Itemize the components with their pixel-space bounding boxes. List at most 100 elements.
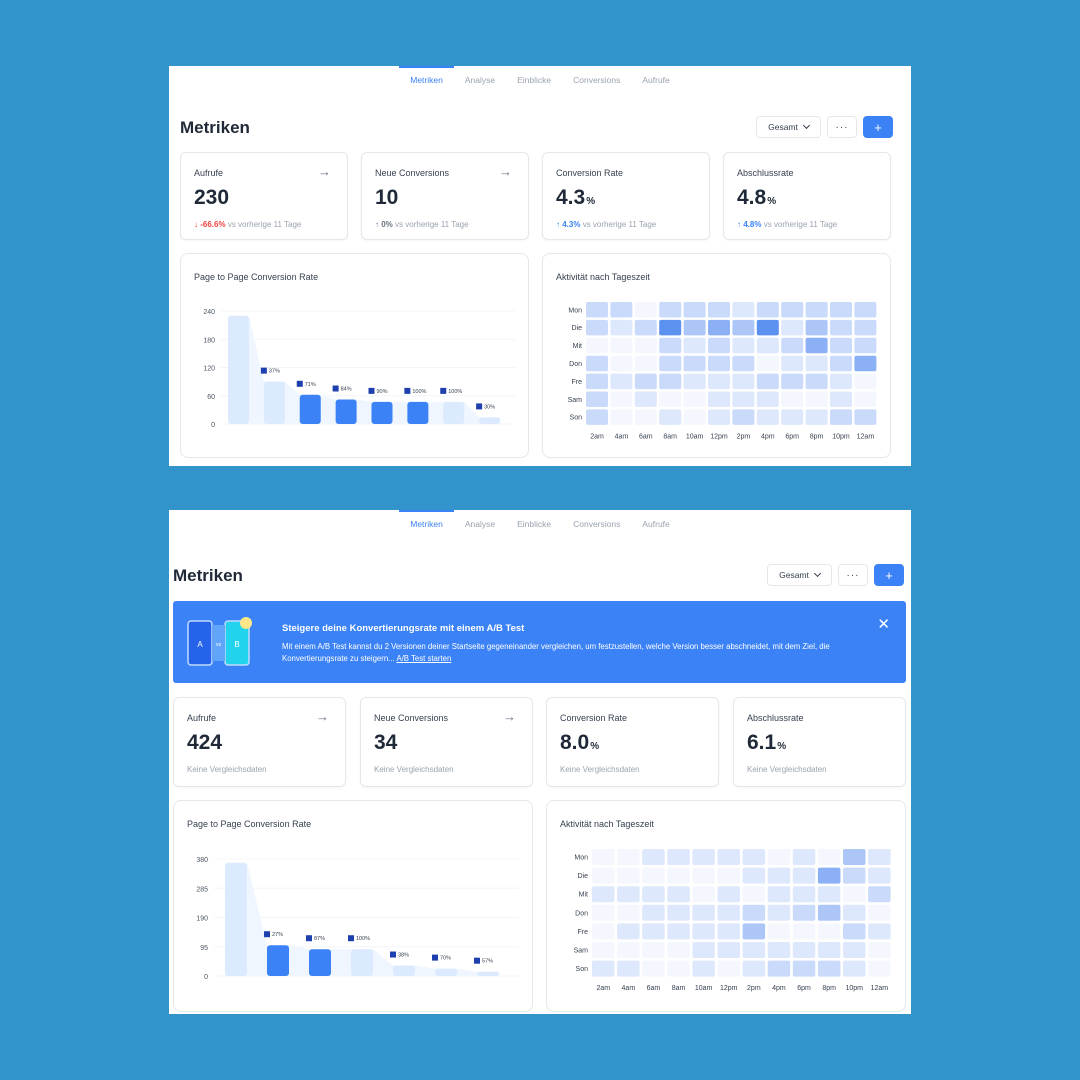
close-icon[interactable]: ✕: [877, 616, 890, 633]
bar-chart: 0 60 120 180 240 37% 71% 84% 90% 100% 100% 30%: [203, 309, 515, 429]
period-select[interactable]: Gesamt: [756, 116, 821, 138]
tab-bar: Metriken Analyse Einblicke Conversions A…: [169, 510, 911, 538]
heatmap-cell: [634, 302, 657, 318]
heatmap-cell: [767, 849, 791, 865]
metric-value: 230: [194, 186, 230, 209]
arrow-right-icon[interactable]: →: [316, 709, 329, 724]
heatmap-cell: [830, 409, 852, 425]
col-label: 12pm: [710, 433, 728, 440]
tab-conversions[interactable]: Conversions: [573, 75, 621, 85]
tab-einblicke[interactable]: Einblicke: [517, 519, 552, 529]
heatmap-cell: [805, 302, 828, 318]
conversion-badge-icon: [348, 935, 354, 942]
heatmap-cell: [792, 849, 816, 865]
arrow-right-icon[interactable]: →: [499, 164, 512, 179]
metric-value: 6.1%: [747, 731, 787, 754]
col-label: 4am: [622, 985, 636, 992]
add-button[interactable]: +: [874, 564, 904, 586]
col-label: 6am: [639, 433, 653, 440]
tab-aufrufe[interactable]: Aufrufe: [642, 519, 670, 529]
bar: [371, 401, 393, 424]
heatmap-cell: [854, 337, 877, 354]
tab-analyse[interactable]: Analyse: [464, 75, 496, 85]
tab-conversions[interactable]: Conversions: [573, 519, 621, 529]
heatmap-cell: [642, 960, 665, 977]
metric-card-aufrufe[interactable]: Aufrufe → 230 ↓ -66.6% vs vorherige 11 T…: [180, 152, 348, 240]
heatmap-cell: [586, 302, 608, 318]
vs-label: vs: [216, 642, 222, 648]
heatmap-cell: [667, 960, 690, 977]
conversion-badge-icon: [476, 403, 483, 410]
bar: [267, 945, 289, 976]
more-button[interactable]: ···: [838, 564, 868, 586]
heatmap-cell: [854, 355, 877, 372]
metric-card-aufrufe[interactable]: Aufrufe → 424 Keine Vergleichsdaten: [173, 697, 346, 787]
heatmap-cell: [642, 923, 665, 940]
more-button[interactable]: ···: [827, 116, 857, 138]
col-label: 8am: [672, 985, 686, 992]
period-select-label: Gesamt: [768, 122, 798, 132]
row-label: Mon: [568, 307, 582, 314]
change-indicator: ↓ -66.6%: [194, 220, 226, 229]
heatmap-cell: [642, 867, 665, 884]
heatmap-cell: [854, 373, 877, 390]
toolbar: Gesamt ··· +: [756, 116, 893, 138]
page-title: Metriken: [173, 566, 243, 585]
bar: [479, 417, 501, 424]
metric-comparison: Keine Vergleichsdaten: [374, 765, 454, 774]
bar: [407, 401, 429, 424]
metric-card-neue-conversions[interactable]: Neue Conversions → 10 ↑ 0% vs vorherige …: [361, 152, 529, 240]
heatmap-cell: [742, 923, 766, 940]
banner-text: Mit einem A/B Test kannst du 2 Versionen…: [282, 642, 830, 663]
heatmap-cell: [592, 849, 615, 865]
tab-metriken[interactable]: Metriken: [399, 510, 454, 538]
metric-card-neue-conversions[interactable]: Neue Conversions → 34 Keine Vergleichsda…: [360, 697, 533, 787]
metric-comparison: Keine Vergleichsdaten: [187, 765, 267, 774]
ab-test-illustration: A vs B: [187, 617, 252, 666]
heatmap-cell: [792, 886, 816, 903]
heatmap-cell: [708, 355, 730, 372]
metric-value: 34: [374, 731, 398, 754]
heatmap-cell: [732, 391, 755, 407]
y-tick-label: 190: [196, 916, 208, 923]
heatmap-cell: [817, 849, 841, 865]
heatmap-cell: [781, 409, 804, 425]
heatmap-cell: [732, 319, 755, 336]
heatmap-cell: [659, 373, 682, 390]
heatmap-cell: [756, 355, 779, 372]
tab-analyse[interactable]: Analyse: [464, 519, 496, 529]
conversion-badge-icon: [332, 385, 339, 392]
col-label: 8pm: [810, 433, 824, 440]
heatmap-cell: [592, 942, 615, 958]
heatmap-cell: [610, 355, 633, 372]
heatmap-cell: [756, 319, 779, 336]
metric-label: Neue Conversions: [374, 713, 449, 723]
tab-metriken[interactable]: Metriken: [399, 66, 454, 94]
metric-label: Aufrufe: [187, 713, 217, 723]
tab-einblicke[interactable]: Einblicke: [517, 75, 552, 85]
heatmap-cell: [830, 319, 852, 336]
bar: [263, 381, 285, 424]
heatmap-cell: [781, 302, 804, 318]
heatmap-cell: [610, 319, 633, 336]
tab-aufrufe[interactable]: Aufrufe: [642, 75, 670, 85]
col-label: 10am: [695, 985, 713, 992]
heatmap-cell: [708, 302, 730, 318]
bar: [309, 949, 331, 976]
arrow-right-icon[interactable]: →: [503, 709, 516, 724]
heatmap-cell: [659, 319, 682, 336]
period-select[interactable]: Gesamt: [767, 564, 832, 586]
heatmap-cell: [781, 319, 804, 336]
heatmap-cell: [805, 373, 828, 390]
metric-comparison: Keine Vergleichsdaten: [747, 765, 827, 774]
metric-card-abschlussrate: Abschlussrate 6.1% Keine Vergleichsdaten: [733, 697, 906, 787]
heatmap-cell: [692, 923, 715, 940]
heatmap-cell: [667, 886, 690, 903]
heatmap-cell: [659, 337, 682, 354]
variant-b-label: B: [234, 640, 239, 649]
ab-test-start-link[interactable]: A/B Test starten: [396, 654, 452, 663]
heatmap-cell: [817, 886, 841, 903]
heatmap-cell: [854, 391, 877, 407]
arrow-right-icon[interactable]: →: [318, 164, 331, 179]
add-button[interactable]: +: [863, 116, 893, 138]
